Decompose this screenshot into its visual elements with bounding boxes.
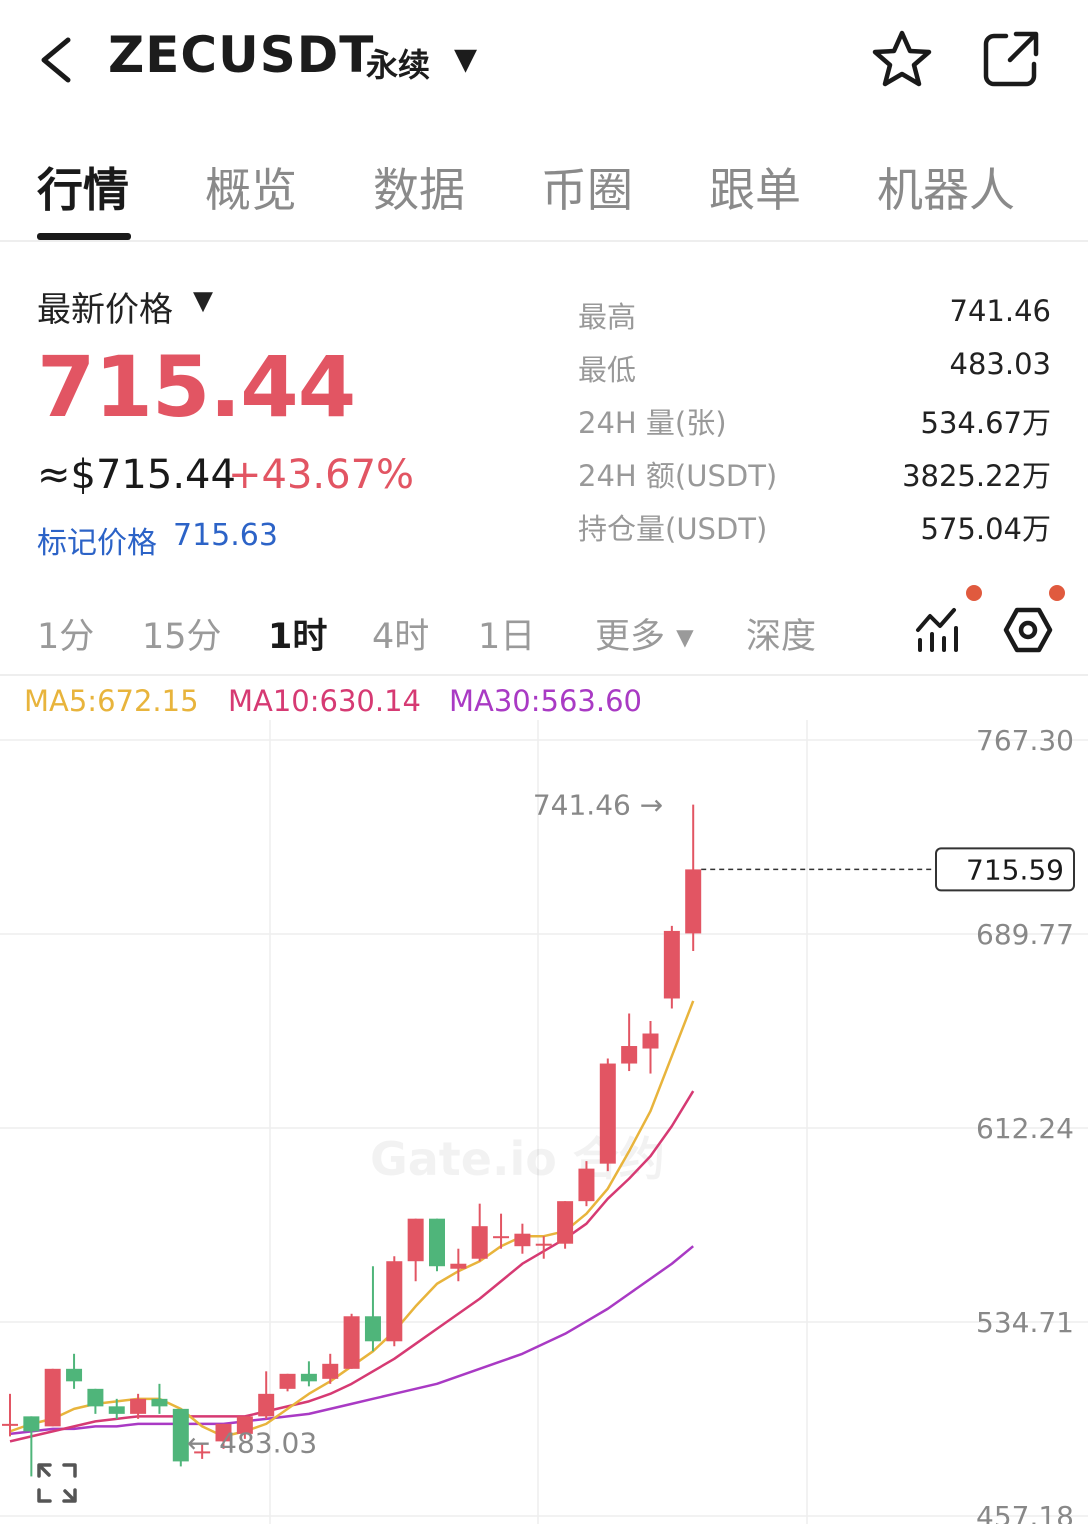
stat-high-value: 741.46 xyxy=(949,294,1051,328)
share-icon xyxy=(983,31,1039,87)
active-tab-indicator xyxy=(37,233,131,240)
candle-body xyxy=(663,930,680,999)
chart-settings-button[interactable] xyxy=(1002,604,1054,656)
interval-1d[interactable]: 1日 xyxy=(478,617,536,657)
interval-1h[interactable]: 1时 xyxy=(268,617,328,657)
candlestick-chart[interactable]: Gate.io 合约 767.30 689.77 612.24 534.71 457.18… xyxy=(0,720,1088,1524)
tab-bot[interactable]: 机器人 xyxy=(877,163,1015,217)
candle-body xyxy=(642,1033,659,1049)
candle-body xyxy=(364,1316,381,1342)
candle-body xyxy=(535,1243,552,1246)
stat-turnover-value: 3825.22万 xyxy=(902,459,1051,493)
candle-body xyxy=(130,1398,147,1414)
candle-body xyxy=(386,1261,403,1342)
candle-body xyxy=(2,1423,18,1426)
y-tick-label: 689.77 xyxy=(976,918,1074,951)
stat-high-label: 最高 xyxy=(578,300,637,334)
tab-data[interactable]: 数据 xyxy=(373,163,465,217)
stat-volume-value: 534.67万 xyxy=(920,406,1051,440)
candle-body xyxy=(23,1416,40,1432)
indicator-chart-icon xyxy=(916,608,958,652)
candle-body xyxy=(599,1063,616,1164)
tab-market[interactable]: 行情 xyxy=(37,163,129,217)
tab-copy-trade[interactable]: 跟单 xyxy=(709,163,801,217)
stat-open-interest-value: 575.04万 xyxy=(920,512,1051,546)
stat-open-interest-label: 持仓量(USDT) xyxy=(578,512,768,546)
candle-body xyxy=(514,1233,531,1247)
stat-low-label: 最低 xyxy=(578,353,637,387)
dropdown-caret-icon[interactable]: ▼ xyxy=(193,286,213,316)
divider xyxy=(0,674,1088,676)
candle-body xyxy=(407,1218,424,1262)
ma30-line xyxy=(9,1245,694,1436)
y-tick-label: 457.18 xyxy=(976,1500,1074,1524)
settings-hexagon-icon xyxy=(1003,607,1053,653)
current-price-tag-label: 715.59 xyxy=(966,853,1064,886)
notification-dot xyxy=(966,585,982,601)
candle-body xyxy=(258,1393,275,1417)
candle-body xyxy=(151,1398,168,1407)
indicator-button[interactable] xyxy=(914,606,962,654)
y-tick-label: 767.30 xyxy=(976,724,1074,757)
usd-price: ≈$715.44 xyxy=(37,452,236,498)
fullscreen-button[interactable] xyxy=(36,1462,78,1504)
candle-body xyxy=(236,1416,253,1434)
high-price-label: 741.46 → xyxy=(533,789,663,822)
watermark: Gate.io 合约 xyxy=(370,1132,665,1186)
price-type-selector[interactable]: 最新价格 xyxy=(37,290,173,330)
divider xyxy=(0,240,1088,242)
notification-dot xyxy=(1049,585,1065,601)
candle-body xyxy=(279,1373,296,1389)
ma30-legend: MA30:563.60 xyxy=(449,684,643,718)
interval-15m[interactable]: 15分 xyxy=(142,617,222,657)
last-price: 715.44 xyxy=(37,338,356,436)
current-price-tag xyxy=(935,847,1075,892)
interval-more[interactable]: 更多 ▾ xyxy=(595,617,694,657)
interval-4h[interactable]: 4时 xyxy=(372,617,430,657)
candle-body xyxy=(300,1373,317,1382)
stat-low-value: 483.03 xyxy=(949,347,1051,381)
y-tick-label: 534.71 xyxy=(976,1306,1074,1339)
dropdown-caret-icon[interactable]: ▼ xyxy=(454,42,478,77)
candle-body xyxy=(44,1368,61,1427)
y-tick-label: 612.24 xyxy=(976,1112,1074,1145)
share-button[interactable] xyxy=(980,28,1042,90)
depth-tab[interactable]: 深度 xyxy=(746,617,817,657)
candle-body xyxy=(215,1423,232,1442)
candle-body xyxy=(621,1046,638,1064)
candle-body xyxy=(172,1408,189,1462)
candle-body xyxy=(194,1451,211,1454)
candle-body xyxy=(343,1316,360,1369)
contract-type[interactable]: 永续 xyxy=(366,46,431,84)
tab-community[interactable]: 币圈 xyxy=(541,163,633,217)
ma10-legend: MA10:630.14 xyxy=(228,684,422,718)
favorite-button[interactable] xyxy=(870,28,934,92)
low-price-label: ← 483.03 xyxy=(187,1426,317,1459)
ma5-legend: MA5:672.15 xyxy=(24,684,199,718)
candle-body xyxy=(66,1368,83,1382)
symbol-title[interactable]: ZECUSDT xyxy=(108,26,375,84)
stat-turnover-label: 24H 额(USDT) xyxy=(578,459,778,493)
candle-body xyxy=(471,1226,488,1259)
candle-body xyxy=(685,869,702,934)
candle-body xyxy=(87,1388,104,1407)
candle-body xyxy=(450,1263,467,1269)
interval-1m[interactable]: 1分 xyxy=(37,617,95,657)
candle-body xyxy=(322,1363,339,1379)
change-percent: +43.67% xyxy=(228,452,415,498)
candle-body xyxy=(557,1201,574,1244)
candle-body xyxy=(429,1218,445,1267)
candle-body xyxy=(493,1236,510,1239)
mark-price-value: 715.63 xyxy=(173,518,278,553)
star-icon xyxy=(872,30,932,87)
expand-icon xyxy=(37,1463,77,1503)
candle-body xyxy=(578,1168,595,1202)
tab-overview[interactable]: 概览 xyxy=(205,163,297,217)
ma10-line xyxy=(9,1090,695,1443)
mark-price-label: 标记价格 xyxy=(37,526,157,561)
back-arrow-icon xyxy=(41,37,71,83)
stat-volume-label: 24H 量(张) xyxy=(578,406,727,440)
back-button[interactable] xyxy=(34,30,84,90)
candle-body xyxy=(108,1406,125,1414)
